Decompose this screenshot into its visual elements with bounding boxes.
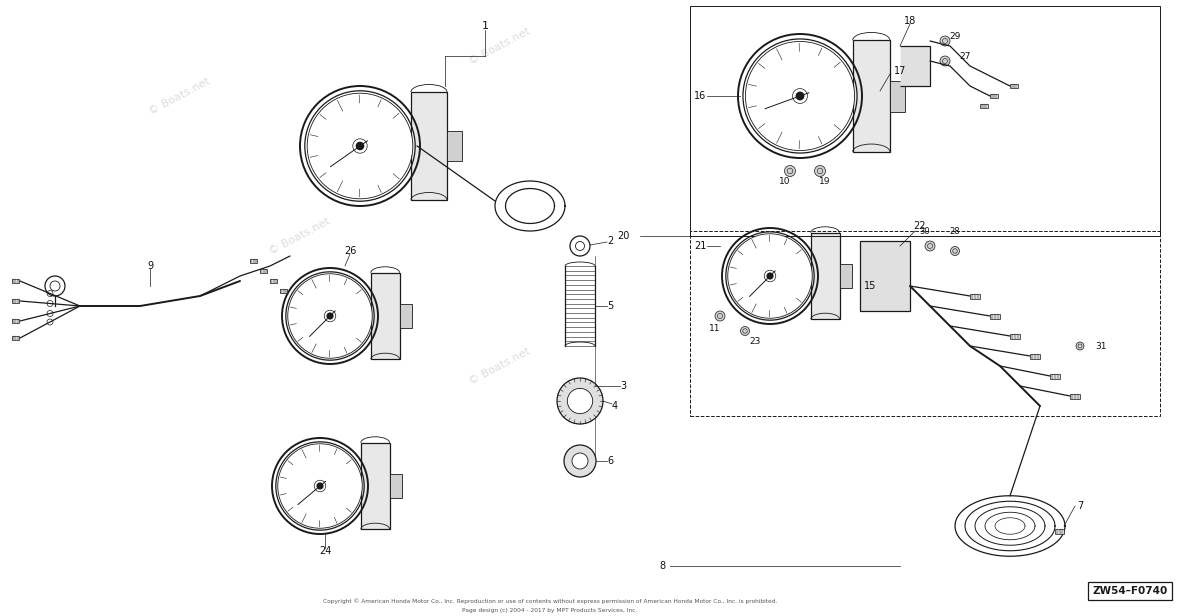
Bar (1050, 373, 1060, 378)
Bar (12, 319, 19, 323)
Text: 18: 18 (904, 16, 916, 26)
Text: 11: 11 (709, 323, 721, 333)
Bar (1010, 333, 1020, 339)
Bar (1055, 529, 1064, 533)
Text: 27: 27 (959, 52, 971, 60)
Bar (270, 279, 277, 283)
Bar (250, 259, 257, 263)
Bar (1070, 394, 1080, 399)
Circle shape (745, 41, 854, 150)
Circle shape (815, 166, 826, 177)
Text: 17: 17 (894, 66, 906, 76)
Text: 9: 9 (146, 261, 154, 271)
Circle shape (740, 326, 750, 336)
Circle shape (307, 93, 413, 199)
Text: 30: 30 (919, 227, 930, 235)
Bar (860, 241, 910, 311)
Text: 26: 26 (344, 246, 356, 256)
Bar (400, 304, 412, 328)
Bar (410, 92, 446, 200)
Bar (12, 336, 19, 340)
Bar (1030, 354, 1040, 359)
Circle shape (288, 274, 372, 359)
Circle shape (727, 233, 812, 318)
Bar (690, 6, 1160, 236)
Text: 23: 23 (749, 336, 761, 346)
Text: 21: 21 (694, 241, 706, 251)
Bar (260, 269, 266, 273)
Circle shape (328, 313, 332, 319)
Circle shape (277, 444, 362, 529)
Bar (446, 131, 462, 161)
Circle shape (564, 445, 596, 477)
Bar (970, 293, 980, 299)
Bar (371, 273, 400, 359)
Text: 10: 10 (779, 177, 791, 185)
Text: 4: 4 (612, 401, 618, 411)
Text: 29: 29 (949, 31, 961, 41)
Bar (980, 104, 988, 108)
Circle shape (356, 142, 364, 150)
Text: Page design (c) 2004 - 2017 by MPT Products Services, Inc.: Page design (c) 2004 - 2017 by MPT Produ… (462, 608, 637, 613)
Bar (811, 233, 840, 319)
Circle shape (785, 166, 796, 177)
Text: ZW54–F0740: ZW54–F0740 (1092, 586, 1168, 596)
Text: 6: 6 (607, 456, 613, 466)
Text: 16: 16 (694, 91, 706, 101)
Bar (690, 231, 1160, 416)
Bar (840, 264, 852, 288)
Circle shape (568, 388, 593, 414)
Bar (390, 474, 402, 498)
Text: 1: 1 (481, 21, 488, 31)
Circle shape (767, 273, 773, 279)
Bar (990, 314, 1000, 318)
Circle shape (925, 241, 935, 251)
Text: 15: 15 (864, 281, 876, 291)
Circle shape (557, 378, 604, 424)
Text: 5: 5 (607, 301, 613, 311)
Text: 7: 7 (1076, 501, 1084, 511)
Text: 31: 31 (1096, 341, 1106, 351)
Circle shape (940, 36, 950, 46)
Polygon shape (900, 46, 930, 86)
Text: 3: 3 (620, 381, 626, 391)
Circle shape (940, 56, 950, 66)
Circle shape (950, 246, 960, 256)
Text: 8: 8 (659, 561, 665, 571)
Text: 19: 19 (820, 177, 830, 185)
Bar (990, 94, 998, 98)
Bar (280, 289, 287, 293)
Text: © Boats.net: © Boats.net (468, 26, 533, 67)
Bar (12, 279, 19, 283)
Circle shape (797, 92, 804, 100)
Circle shape (572, 453, 588, 469)
Text: © Boats.net: © Boats.net (268, 216, 332, 256)
Circle shape (715, 311, 725, 321)
Text: © Boats.net: © Boats.net (817, 46, 882, 86)
Bar (890, 81, 906, 111)
Bar (853, 40, 890, 152)
Bar (1010, 84, 1018, 88)
Circle shape (1076, 342, 1084, 350)
Text: 24: 24 (319, 546, 331, 556)
Text: © Boats.net: © Boats.net (468, 346, 533, 386)
Circle shape (317, 483, 323, 489)
Text: Copyright © American Honda Motor Co., Inc. Reproduction or use of contents witho: Copyright © American Honda Motor Co., In… (323, 598, 778, 604)
Text: 22: 22 (913, 221, 926, 231)
Text: © Boats.net: © Boats.net (148, 76, 212, 116)
Bar (361, 443, 390, 529)
Text: 20: 20 (618, 231, 630, 241)
Bar (12, 299, 19, 302)
Text: 28: 28 (949, 227, 960, 235)
Text: 2: 2 (607, 236, 613, 246)
